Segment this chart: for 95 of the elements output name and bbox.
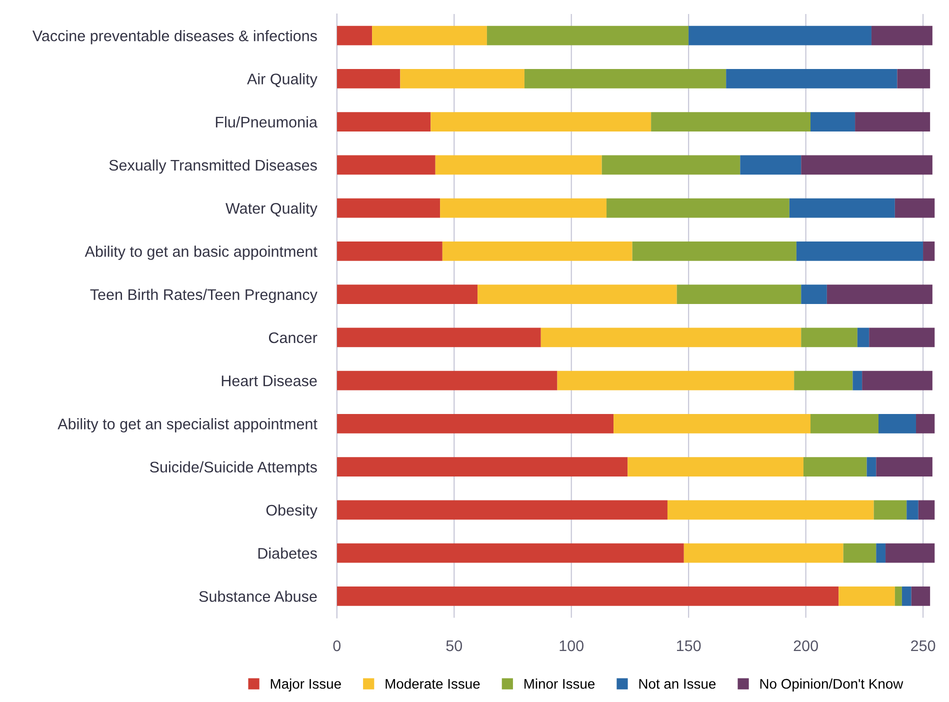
bar [866,457,876,477]
bar [632,242,796,261]
y-tick-label: Substance Abuse [199,590,317,602]
y-tick-label: Flu/Pneumonia [216,116,318,128]
bar [336,198,440,218]
bar [614,414,810,434]
bar [486,26,689,46]
bar [684,543,844,563]
bar [336,112,431,132]
bar [918,500,935,520]
bar [726,69,898,88]
bar [916,414,935,434]
bar [886,543,935,563]
y-tick-label: Obesity [266,504,318,519]
bar [372,26,487,46]
y-tick-label: Ability to get an basic appointment [84,246,318,260]
bar [874,500,907,520]
bar [869,328,935,348]
x-tick-label: 150 [677,640,701,652]
bar [857,328,870,348]
bar [876,543,886,563]
y-tick-label: Diabetes [258,548,317,559]
bar [810,112,856,132]
bar [336,69,400,88]
bar [688,26,872,46]
bar [796,242,924,261]
bar [442,242,632,261]
x-tick-label: 100 [560,640,584,652]
bar [911,586,930,606]
bar [540,328,802,348]
y-tick-label: Suicide/Suicide Attempts [150,461,317,476]
y-tick-label: Ability to get an specialist appointment [58,418,318,432]
bar [336,543,684,563]
bar [430,112,652,132]
bar [852,370,862,390]
bar [336,155,436,175]
bar [838,586,895,606]
legend-label: No Opinion/Don't Know [760,678,904,692]
bar [794,370,853,390]
y-tick-label: Sexually Transmitted Diseases [109,159,317,174]
bar [336,457,628,477]
x-tick-label: 50 [446,640,462,652]
bar [740,155,802,175]
bar [667,500,874,520]
x-tick-label: 200 [794,640,818,652]
bar [871,26,932,46]
bar [876,457,932,477]
bar [801,155,932,175]
bar [336,26,372,46]
y-tick-label: Heart Disease [222,375,317,386]
bar [336,328,541,348]
bar [435,155,602,175]
bar [789,198,895,218]
y-tick-label: Air Quality [247,73,318,88]
bar [557,370,794,390]
bar [801,284,827,304]
bar [602,155,740,175]
legend-label: Minor Issue [524,678,595,689]
bar [676,284,802,304]
bar [628,457,804,477]
bar [803,457,867,477]
bar [336,370,558,390]
bar [810,414,878,434]
bar [855,112,930,132]
bar [336,586,839,606]
bar [524,69,726,88]
bar [336,284,478,304]
bar [801,328,858,348]
bar [651,112,810,132]
y-tick-label: Cancer [268,332,318,344]
legend-label: Moderate Issue [386,678,480,689]
y-tick-label: Vaccine preventable diseases & infections [32,30,317,44]
bar [478,284,677,304]
y-tick-label: Teen Birth Rates/Teen Pregnancy [90,288,318,304]
y-tick-label: Water Quality [226,202,318,217]
bar [902,586,912,606]
bar [336,500,668,520]
bar [906,500,918,520]
bar [894,198,935,218]
bar [923,242,935,261]
x-tick-label: 0 [333,640,341,652]
x-tick-label: 250 [911,640,936,652]
bar [826,284,932,304]
legend-label: Major Issue [270,678,341,692]
bar [606,198,790,218]
bar [894,586,902,606]
bar [878,414,916,434]
legend-label: Not an Issue [639,679,716,689]
bar [897,69,930,88]
bar [862,370,932,390]
bar [336,414,614,434]
bar [400,69,524,88]
bar [440,198,607,218]
bar [843,543,876,563]
bar [336,242,442,261]
